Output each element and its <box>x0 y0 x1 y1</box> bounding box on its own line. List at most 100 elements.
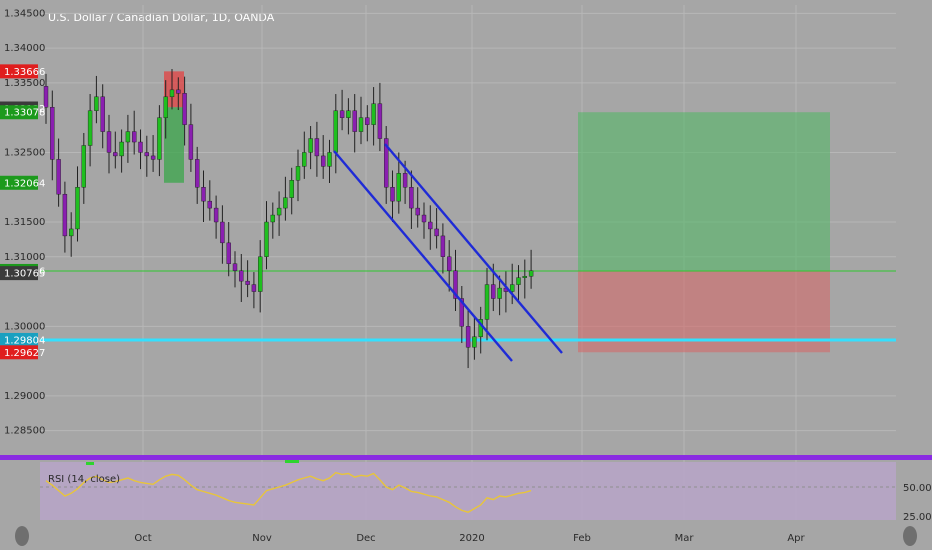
candle-body <box>43 86 49 108</box>
candle-body <box>251 284 257 292</box>
candle-body <box>421 214 427 223</box>
candle-body <box>516 277 521 285</box>
y-tick-label: 1.30000 <box>4 321 45 332</box>
rsi-band <box>40 462 896 520</box>
price-flag-label: 1.30765 <box>4 269 45 280</box>
candle-body <box>321 155 326 167</box>
candle-body <box>144 152 150 157</box>
x-tick-label: Nov <box>252 533 272 544</box>
candle-body <box>339 110 345 118</box>
rsi-tick-25: 25.00 <box>903 512 932 523</box>
candle-body <box>276 207 282 216</box>
candle-body <box>308 138 313 153</box>
candle-body <box>346 110 351 118</box>
channel-line-upper <box>384 143 563 354</box>
candle-body <box>62 193 68 237</box>
candle-body <box>258 256 263 292</box>
candles <box>43 68 534 369</box>
candle-body <box>157 117 162 160</box>
candle-body <box>232 263 238 271</box>
candle-body <box>194 159 200 188</box>
y-tick-label: 1.33500 <box>4 78 45 89</box>
candle-body <box>264 221 269 257</box>
rsi-marker <box>86 462 94 465</box>
candle-body <box>440 235 446 257</box>
candle-body <box>138 141 143 153</box>
candle-body <box>213 207 219 223</box>
x-tick-label: Mar <box>675 533 695 544</box>
x-axis: Oct Nov Dec 2020 Feb Mar Apr <box>0 522 932 550</box>
candle-body <box>295 166 301 181</box>
candle-body <box>522 276 527 278</box>
candle-body <box>377 103 383 139</box>
price-flag-label: 1.29627 <box>4 348 45 359</box>
price-flag <box>0 64 38 79</box>
candle-body <box>113 152 118 157</box>
candle-body <box>402 173 408 188</box>
rsi-separator <box>0 455 932 460</box>
candle-body <box>169 89 175 98</box>
x-axis-bg <box>0 522 932 550</box>
candle-body <box>226 242 231 264</box>
y-tick-label: 1.34000 <box>4 43 45 54</box>
y-tick-label: 1.29000 <box>4 391 45 402</box>
candle-body <box>201 187 206 202</box>
candle-body <box>491 284 496 299</box>
rsi-marker <box>285 460 299 463</box>
candle-body <box>50 107 55 160</box>
rsi-line <box>45 471 532 513</box>
price-flag-label: 1.32064 <box>4 178 45 189</box>
candle-body <box>87 110 93 146</box>
y-tick-label: 1.31500 <box>4 217 45 228</box>
candle-body <box>188 124 194 160</box>
price-flag <box>0 175 38 190</box>
candle-body <box>106 131 112 153</box>
candle-body <box>327 152 332 167</box>
candle-body <box>434 228 439 237</box>
scroll-left-handle <box>15 526 29 546</box>
rsi-label: RSI (14, close) <box>48 474 120 485</box>
price-flag <box>0 332 38 347</box>
candle-body <box>131 131 137 143</box>
x-tick-label: Dec <box>356 533 375 544</box>
candle-body <box>484 284 490 320</box>
candle-body <box>94 96 99 111</box>
candle-body <box>459 298 464 327</box>
price-flag <box>0 345 38 360</box>
candle-body <box>125 131 131 143</box>
channel-line-lower <box>333 150 513 362</box>
candle-body <box>150 155 156 160</box>
candle-body <box>289 180 294 198</box>
candle-body <box>100 96 105 132</box>
x-tick-label: 2020 <box>459 533 484 544</box>
candle-body <box>453 270 458 299</box>
candle-body <box>497 287 502 299</box>
candle-body <box>409 187 414 209</box>
price-flag-label: 1.29804 <box>4 335 45 346</box>
candle-body <box>119 141 124 157</box>
candle-body <box>333 110 338 153</box>
trend-channel <box>333 143 563 362</box>
candle-body <box>358 117 364 132</box>
candle-body <box>447 256 452 271</box>
price-flag <box>0 266 38 281</box>
candle-body <box>314 138 320 157</box>
candle-body <box>270 214 275 223</box>
candle-body <box>528 270 534 277</box>
highlight-box-bottom <box>164 107 184 183</box>
candle-body <box>302 152 307 167</box>
candle-body <box>365 117 370 125</box>
chart-title: U.S. Dollar / Canadian Dollar, 1D, OANDA <box>48 11 275 24</box>
candle-body <box>384 138 389 188</box>
candle-body <box>428 221 433 230</box>
candle-body <box>81 145 87 188</box>
x-tick-label: Oct <box>134 533 151 544</box>
candle-body <box>163 96 168 118</box>
x-tick-label: Feb <box>573 533 591 544</box>
candle-body <box>472 336 477 348</box>
candle-body <box>390 187 395 202</box>
x-tick-label: Apr <box>787 533 805 544</box>
scroll-right-handle <box>903 526 917 546</box>
